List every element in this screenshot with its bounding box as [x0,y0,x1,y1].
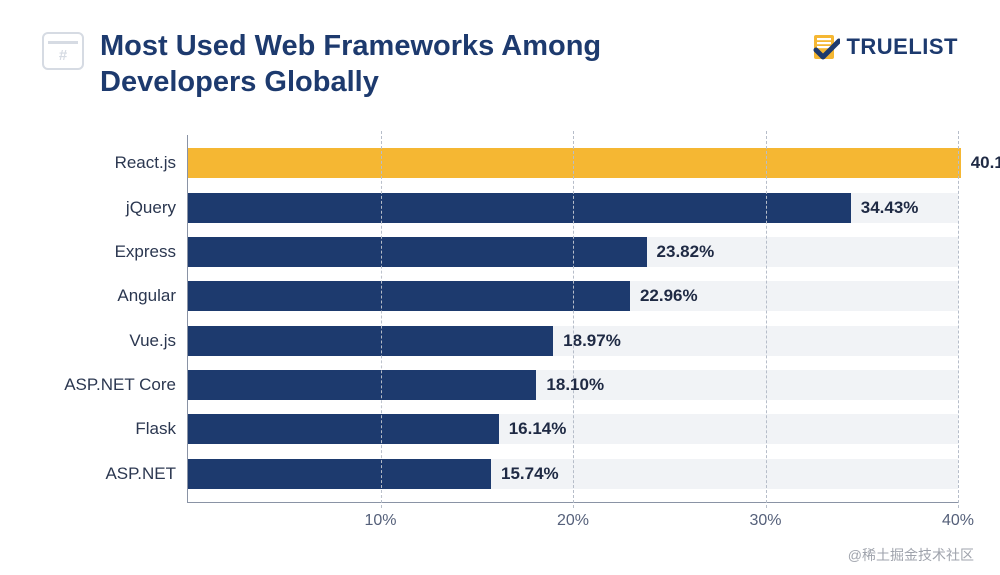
x-tick-label: 10% [364,512,396,530]
category-label: jQuery [126,198,176,218]
brand-logo: TRUELIST [810,32,958,62]
bar: 18.97% [188,326,553,356]
category-label: React.js [115,153,176,173]
x-tick-label: 30% [749,512,781,530]
bar: 34.43% [188,193,851,223]
x-tick-label: 20% [557,512,589,530]
bar: 18.10% [188,370,536,400]
gridline [766,131,767,508]
bar-chart: React.js 40.14% jQuery 34.43% Express 23.82% A… [42,135,958,535]
bar: 22.96% [188,281,630,311]
watermark-text: @稀土掘金技术社区 [848,545,974,565]
x-tick-label: 40% [942,512,974,530]
bar: 23.82% [188,237,647,267]
category-label: Angular [117,286,176,306]
value-label: 22.96% [640,286,698,306]
plot-area: React.js40.14%jQuery34.43%Express23.82%A… [187,135,958,503]
webpage-hash-icon [42,32,84,70]
value-label: 15.74% [501,464,559,484]
value-label: 16.14% [509,419,567,439]
bar-highlight: 40.14% [188,148,961,178]
truelist-logo-icon [810,32,840,62]
category-label: ASP.NET [105,464,176,484]
value-label: 18.97% [563,331,621,351]
category-label: Vue.js [129,331,176,351]
gridline [381,131,382,508]
value-label: 23.82% [657,242,715,262]
value-label: 18.10% [546,375,604,395]
chart-title: Most Used Web Frameworks Among Developer… [100,28,660,101]
category-label: Flask [135,419,176,439]
header: Most Used Web Frameworks Among Developer… [0,0,1000,111]
bar: 16.14% [188,414,499,444]
bar: 15.74% [188,459,491,489]
gridline [573,131,574,508]
title-wrap: Most Used Web Frameworks Among Developer… [42,28,660,101]
brand-logo-text: TRUELIST [846,34,958,60]
category-label: Express [115,242,176,262]
value-label: 40.14% [971,153,1000,173]
gridline [958,131,959,508]
value-label: 34.43% [861,198,919,218]
category-label: ASP.NET Core [64,375,176,395]
